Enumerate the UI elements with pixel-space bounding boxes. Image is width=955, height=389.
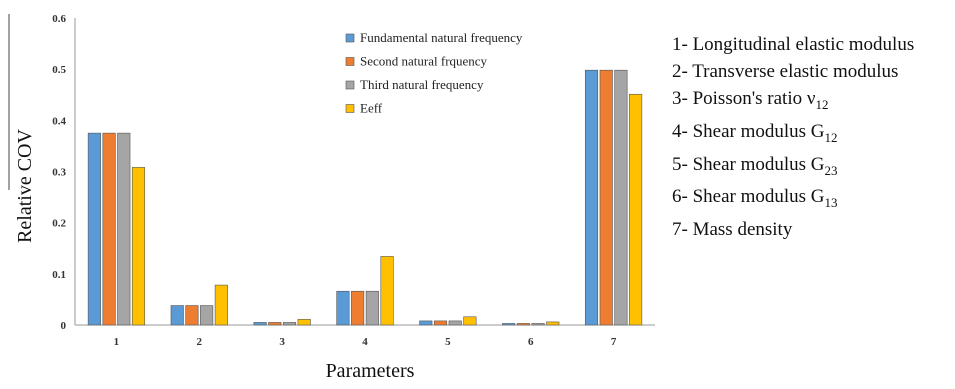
- bar: [336, 290, 350, 326]
- bar: [516, 323, 530, 326]
- parameter-label: 3- Poisson's ratio ν: [672, 88, 816, 109]
- bar: [268, 322, 282, 326]
- y-tick-label: 0.4: [52, 115, 66, 127]
- bar: [185, 305, 199, 326]
- y-tick-label: 0.1: [52, 269, 66, 281]
- parameter-subscript: 12: [824, 129, 838, 145]
- bar: [599, 69, 613, 326]
- legend-label: Third natural frequency: [360, 77, 484, 92]
- y-tick-label: 0.6: [52, 13, 66, 25]
- legend-swatch: [345, 57, 355, 66]
- bar: [546, 321, 560, 326]
- bar: [87, 132, 101, 326]
- bar: [584, 69, 599, 326]
- legend-swatch: [345, 80, 355, 90]
- parameter-list-item: 1- Longitudinal elastic modulus: [672, 31, 914, 58]
- parameter-list-item: 5- Shear modulus G23: [672, 151, 914, 184]
- parameter-list-item: 4- Shear modulus G12: [672, 118, 914, 151]
- bar: [253, 322, 267, 326]
- parameter-list-item: 7- Mass density: [672, 216, 914, 243]
- parameter-list-item: 2- Transverse elastic modulus: [672, 58, 914, 85]
- parameter-subscript: 13: [824, 195, 838, 211]
- bar: [297, 319, 311, 326]
- bar: [351, 290, 365, 326]
- bar: [614, 69, 628, 326]
- x-tick-label: 1: [114, 336, 120, 348]
- legend-swatch: [345, 104, 355, 113]
- x-tick-label: 3: [279, 336, 285, 348]
- bar: [365, 290, 379, 326]
- parameter-list-item: 6- Shear modulus G13: [672, 183, 914, 216]
- parameter-subscript: 23: [824, 162, 838, 178]
- y-tick-label: 0: [61, 320, 67, 332]
- x-tick-label: 2: [197, 336, 203, 348]
- legend-label: Eeff: [360, 101, 383, 116]
- x-tick-label: 5: [445, 336, 451, 348]
- x-axis-title: Parameters: [326, 360, 415, 382]
- parameter-label: 5- Shear modulus G: [672, 153, 825, 175]
- y-tick-label: 0.2: [52, 218, 66, 230]
- bar: [433, 320, 448, 326]
- bar: [200, 305, 214, 326]
- parameter-list-item: 3- Poisson's ratio ν12: [672, 85, 914, 118]
- legend-label: Second natural frquency: [360, 54, 488, 69]
- bar: [380, 256, 394, 326]
- bar: [214, 284, 228, 326]
- y-tick-label: 0.5: [52, 64, 66, 76]
- bar: [102, 132, 116, 326]
- bar: [170, 305, 184, 326]
- x-tick-label: 4: [362, 336, 368, 348]
- x-tick-label: 7: [611, 336, 617, 348]
- bar: [282, 322, 297, 326]
- bar: [117, 132, 131, 326]
- parameter-label: 1- Longitudinal elastic modulus: [672, 34, 915, 55]
- bar: [131, 167, 146, 326]
- bar: [629, 93, 643, 326]
- legend-swatch: [345, 33, 355, 43]
- parameter-subscript: 12: [815, 96, 829, 112]
- y-axis-title: Relative COV: [14, 129, 36, 243]
- bar: [531, 323, 545, 326]
- bar: [502, 323, 516, 326]
- bar-chart: 0 0.1 0.2 0.3 0.4 0.5 0.6 1 2 3 4 5 6 7 Fundamental …: [8, 13, 655, 382]
- x-tick-label: 6: [528, 336, 534, 348]
- y-tick-label: 0.3: [52, 167, 66, 179]
- parameter-label: 7- Mass density: [672, 219, 793, 241]
- parameter-label: 2- Transverse elastic modulus: [672, 61, 899, 82]
- parameter-label: 6- Shear modulus G: [672, 186, 825, 208]
- bar: [463, 316, 477, 326]
- bar: [448, 320, 462, 326]
- bar: [419, 320, 433, 326]
- legend-label: Fundamental natural frequency: [360, 30, 523, 45]
- parameter-legend-list: 1- Longitudinal elastic modulus 2- Transv…: [672, 31, 914, 243]
- parameter-label: 4- Shear modulus G: [672, 120, 825, 142]
